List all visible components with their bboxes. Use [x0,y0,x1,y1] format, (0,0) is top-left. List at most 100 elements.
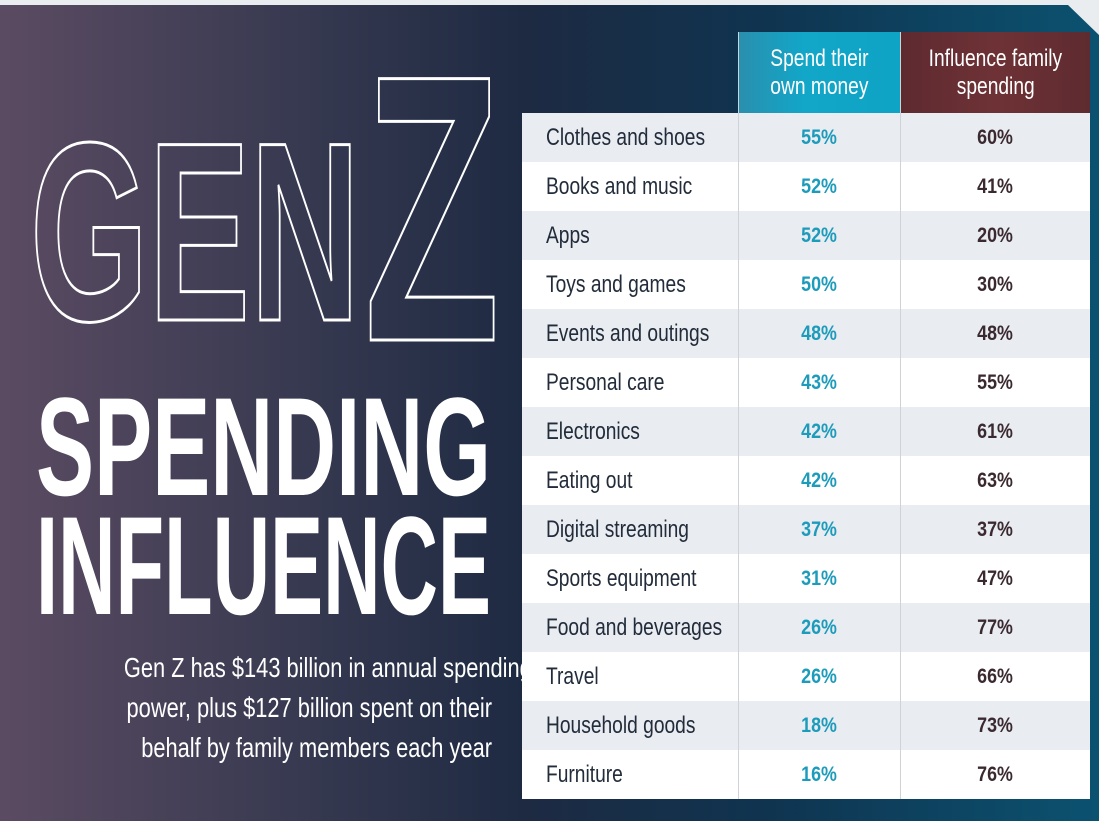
row-category-text: Household goods [546,711,696,739]
own-money-value-text: 42% [801,468,838,492]
family-spending-value: 48% [900,309,1090,358]
family-spending-value: 73% [900,701,1090,750]
own-money-value: 26% [738,652,900,701]
table-row: Eating out 42% 63% [522,456,1090,505]
row-category-text: Apps [546,221,590,249]
own-money-value-text: 55% [801,125,838,149]
own-money-value-text: 43% [801,370,838,394]
table-row: Sports equipment 31% 47% [522,554,1090,603]
row-category-text: Books and music [546,172,693,200]
title: GEN Z SPENDING INFLUENCE [29,0,502,640]
row-category: Furniture [522,750,738,799]
table-row: Electronics 42% 61% [522,407,1090,456]
family-spending-value-text: 55% [977,370,1014,394]
row-category-text: Electronics [546,417,640,445]
family-spending-value-text: 61% [977,419,1014,443]
family-spending-value: 20% [900,211,1090,260]
family-spending-value-text: 77% [977,615,1014,639]
title-z: Z [364,0,500,421]
own-money-value: 55% [738,113,900,162]
row-category-text: Eating out [546,466,633,494]
row-category-text: Clothes and shoes [546,123,706,151]
row-category-text: Digital streaming [546,515,689,543]
header-line: Influence family [928,44,1063,72]
family-spending-value: 41% [900,162,1090,211]
own-money-value-text: 26% [801,615,838,639]
row-category: Books and music [522,162,738,211]
own-money-value: 16% [738,750,900,799]
own-money-value-text: 31% [801,566,838,590]
table-row: Digital streaming 37% 37% [522,505,1090,554]
table-row: Toys and games 50% 30% [522,260,1090,309]
family-spending-value-text: 30% [977,272,1014,296]
row-category: Eating out [522,456,738,505]
summary-line: Gen Z has $143 billion in annual spendin… [123,652,532,683]
row-category-text: Toys and games [546,270,686,298]
header-line: Spend their [770,44,869,72]
title-influence: INFLUENCE [36,487,491,640]
table-header: Spend their own money Influence family spe… [522,32,1090,113]
row-category: Clothes and shoes [522,113,738,162]
row-category: Sports equipment [522,554,738,603]
summary-line: power, plus $127 billion spent on their [126,692,493,723]
own-money-value-text: 48% [801,321,838,345]
own-money-value: 43% [738,358,900,407]
family-spending-value: 76% [900,750,1090,799]
family-spending-value-text: 76% [977,762,1014,786]
row-category-text: Personal care [546,368,665,396]
family-spending-value: 63% [900,456,1090,505]
own-money-value: 37% [738,505,900,554]
row-category-text: Food and beverages [546,613,723,641]
table-row: Furniture 16% 76% [522,750,1090,799]
family-spending-value: 37% [900,505,1090,554]
family-spending-value-text: 37% [977,517,1014,541]
header-line: own money [770,72,869,100]
summary-text: Gen Z has $143 billion in annual spendin… [20,648,532,768]
row-category: Household goods [522,701,738,750]
table-body: Clothes and shoes 55% 60% Books and music 52… [522,113,1090,799]
table-row: Travel 26% 66% [522,652,1090,701]
family-spending-value: 30% [900,260,1090,309]
own-money-value-text: 26% [801,664,838,688]
own-money-value: 52% [738,162,900,211]
family-spending-value-text: 48% [977,321,1014,345]
own-money-value-text: 52% [801,223,838,247]
title-gen: GEN [30,90,360,375]
family-spending-value: 60% [900,113,1090,162]
own-money-value-text: 18% [801,713,838,737]
header-blank [522,32,738,113]
family-spending-value-text: 66% [977,664,1014,688]
own-money-value-text: 50% [801,272,838,296]
own-money-value: 50% [738,260,900,309]
row-category-text: Furniture [546,760,623,788]
family-spending-value-text: 60% [977,125,1014,149]
own-money-value-text: 52% [801,174,838,198]
own-money-value: 52% [738,211,900,260]
row-category: Toys and games [522,260,738,309]
own-money-value: 42% [738,407,900,456]
spending-table: Spend their own money Influence family spe… [522,32,1090,799]
family-spending-value-text: 41% [977,174,1014,198]
table-row: Events and outings 48% 48% [522,309,1090,358]
own-money-value: 48% [738,309,900,358]
table-row: Books and music 52% 41% [522,162,1090,211]
header-own-money: Spend their own money [738,32,900,113]
row-category: Apps [522,211,738,260]
table-row: Apps 52% 20% [522,211,1090,260]
row-category: Personal care [522,358,738,407]
table-row: Clothes and shoes 55% 60% [522,113,1090,162]
header-family-spending: Influence family spending [900,32,1090,113]
header-line: spending [956,72,1035,100]
family-spending-value: 55% [900,358,1090,407]
own-money-value-text: 42% [801,419,838,443]
family-spending-value: 66% [900,652,1090,701]
family-spending-value-text: 20% [977,223,1014,247]
row-category: Electronics [522,407,738,456]
row-category: Travel [522,652,738,701]
own-money-value: 31% [738,554,900,603]
table-row: Personal care 43% 55% [522,358,1090,407]
own-money-value: 42% [738,456,900,505]
table-row: Household goods 18% 73% [522,701,1090,750]
family-spending-value-text: 63% [977,468,1014,492]
row-category-text: Travel [546,662,599,690]
